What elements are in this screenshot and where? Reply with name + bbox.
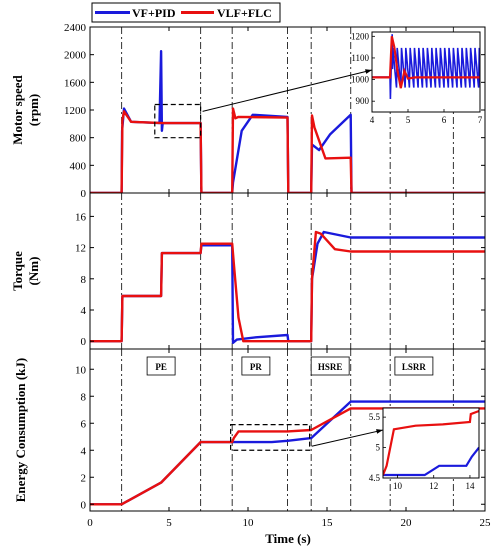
- inset-x-tick-label: 14: [465, 481, 475, 491]
- inset-y-tick-label: 1100: [351, 53, 369, 63]
- y-axis-label: Motor speed(rpm): [10, 75, 41, 145]
- y-tick-label: 0: [81, 188, 87, 200]
- inset-1: 900 1000 1100 1200 4 5 6 7: [351, 31, 483, 125]
- y-axis-label: Energy Consumption (kJ): [13, 358, 28, 502]
- y-axis-label-line: (rpm): [26, 94, 41, 127]
- x-tick-label: 5: [166, 517, 172, 529]
- inset-y-tick-label: 1200: [351, 31, 370, 41]
- y-tick-label: 1600: [64, 77, 87, 89]
- zoom-arrow-speed: [202, 69, 373, 112]
- inset-frame: [371, 31, 481, 113]
- zoom-arrow-speed-head: [365, 69, 372, 74]
- legend: VF+PID VLF+FLC: [91, 2, 281, 23]
- inset-series-vlf-flc-line: [372, 36, 480, 89]
- inset-x-tick-label: 6: [442, 115, 447, 125]
- inset-x-tick-label: 4: [370, 115, 375, 125]
- inset-series-vf-pid-line: [383, 446, 479, 477]
- y-tick-label: 400: [70, 160, 87, 172]
- panel-frame: [89, 348, 486, 512]
- y-tick-label: 2400: [64, 22, 87, 34]
- y-tick-label: 16: [75, 211, 87, 223]
- inset-x-tick-label: 10: [393, 481, 403, 491]
- phase-label: LSRR: [402, 362, 427, 372]
- inset-y-tick-label: 5.5: [369, 412, 381, 422]
- y-tick-label: 4: [81, 305, 87, 317]
- phase-label-box: [310, 356, 350, 376]
- inset-y-tick-label: 5: [376, 443, 381, 453]
- y-axis-label: Torque(Nm): [10, 251, 41, 291]
- inset-series-vlf-flc-line: [383, 409, 479, 476]
- phase-label: PE: [155, 362, 167, 372]
- y-tick-label: 2000: [64, 50, 87, 62]
- panel-2: 0 4 8 12 16 Torque(Nm): [10, 192, 486, 350]
- y-tick-label: 10: [75, 364, 87, 376]
- legend-label-vlf-flc: VLF+FLC: [217, 6, 272, 20]
- y-tick-label: 4: [81, 445, 87, 457]
- x-tick-label: 15: [322, 517, 334, 529]
- inset-x-tick-label: 12: [429, 481, 438, 491]
- x-tick-label: 25: [480, 517, 492, 529]
- zoom-arrow-energy: [311, 429, 384, 447]
- phase-label-box: [241, 356, 271, 376]
- inset-x-tick-label: 7: [478, 115, 483, 125]
- panel-3: 0 2 4 6 8 10 0 5 10 15 20 25 Energy Consumption (kJ)…: [13, 348, 492, 529]
- x-axis-label: Time (s): [265, 531, 311, 546]
- phase-label: PR: [250, 362, 262, 372]
- y-tick-label: 800: [70, 133, 87, 145]
- phase-label-box: [146, 356, 176, 376]
- series-vlf-flc-line: [90, 107, 485, 193]
- inset-y-tick-label: 4.5: [369, 473, 381, 483]
- y-axis-label-line: Torque: [10, 251, 25, 291]
- panel-1: 0 400 800 1200 1600 2000 2400 Motor speed(rpm): [10, 22, 486, 200]
- y-axis-label-line: Motor speed: [10, 75, 25, 145]
- y-tick-label: 0: [81, 336, 87, 348]
- y-tick-label: 2: [81, 472, 87, 484]
- zoom-insets: 900 1000 1100 1200 4 5 6 7 4.5 5 5.5 10 12 14: [154, 31, 483, 491]
- inset-y-tick-label: 1000: [351, 75, 370, 85]
- zoom-arrow-energy-head: [376, 429, 383, 434]
- series-vlf-flc-line: [90, 407, 485, 506]
- y-axis-label-line: (Nm): [26, 257, 41, 286]
- y-tick-label: 6: [81, 418, 87, 430]
- x-tick-label: 20: [401, 517, 413, 529]
- y-tick-label: 0: [81, 499, 87, 511]
- legend-label-vf-pid: VF+PID: [132, 6, 176, 20]
- inset-2: 4.5 5 5.5 10 12 14: [369, 407, 480, 491]
- x-tick-label: 10: [243, 517, 255, 529]
- y-tick-label: 8: [81, 391, 87, 403]
- x-tick-label: 0: [87, 517, 93, 529]
- y-tick-label: 1200: [64, 105, 87, 117]
- series-vlf-flc-line: [90, 230, 485, 343]
- y-axis-label-line: Energy Consumption (kJ): [13, 358, 28, 502]
- inset-background: [383, 408, 479, 478]
- inset-x-tick-label: 5: [406, 115, 411, 125]
- y-tick-label: 8: [81, 274, 87, 286]
- y-tick-label: 12: [75, 243, 86, 255]
- phase-label: HSRE: [318, 362, 343, 372]
- inset-frame: [382, 407, 480, 479]
- zoom-region-energy: [230, 424, 311, 451]
- inset-y-tick-label: 900: [356, 96, 370, 106]
- phase-label-box: [394, 356, 434, 376]
